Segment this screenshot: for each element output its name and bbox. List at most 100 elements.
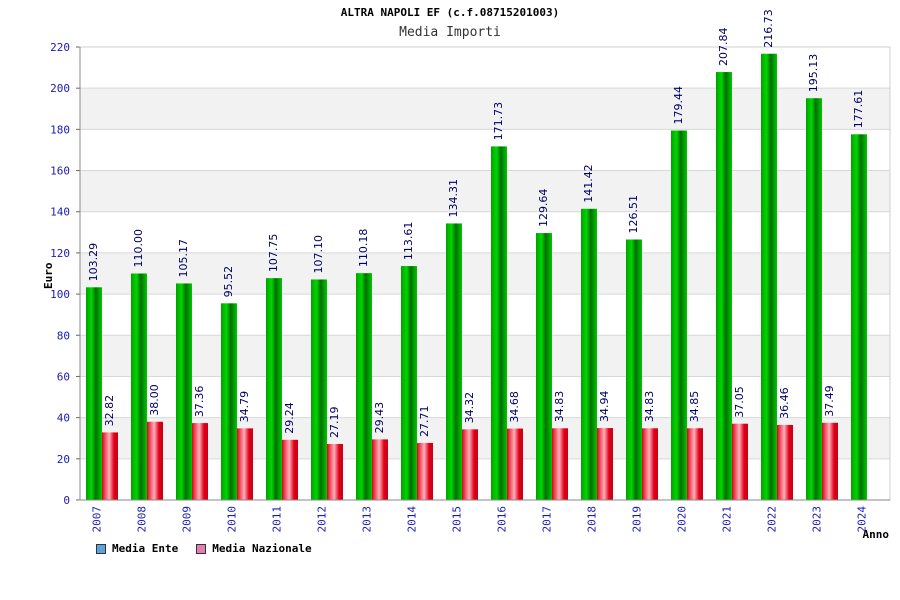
grid-band <box>80 252 890 295</box>
bar-media-ente <box>446 223 462 501</box>
bar-media-nazionale <box>732 423 748 500</box>
bar-media-nazionale <box>642 428 658 500</box>
data-label: 34.83 <box>643 391 656 423</box>
y-tick-label: 20 <box>57 453 70 466</box>
bar-media-nazionale <box>507 428 523 500</box>
x-tick-label: 2024 <box>856 506 869 533</box>
data-label: 29.24 <box>283 402 296 434</box>
data-label: 110.18 <box>357 229 370 268</box>
y-tick-label: 0 <box>63 494 70 507</box>
x-tick-label: 2009 <box>181 506 194 533</box>
data-label: 177.61 <box>852 90 865 129</box>
data-label: 113.61 <box>402 222 415 261</box>
bar-media-ente <box>266 278 282 500</box>
data-label: 27.19 <box>328 407 341 439</box>
legend: Media Ente Media Nazionale <box>96 542 312 555</box>
data-label: 37.36 <box>193 386 206 418</box>
data-label: 171.73 <box>492 102 505 141</box>
data-label: 141.42 <box>582 164 595 203</box>
x-axis-label: Anno <box>863 528 890 541</box>
data-label: 34.83 <box>553 391 566 423</box>
legend-label-media-nazionale: Media Nazionale <box>212 542 312 555</box>
legend-label-media-ente: Media Ente <box>112 542 179 555</box>
y-tick-label: 140 <box>50 206 70 219</box>
legend-item-media-nazionale: Media Nazionale <box>196 542 312 555</box>
bar-media-ente <box>806 98 822 500</box>
y-tick-label: 180 <box>50 123 70 136</box>
bar-media-ente <box>491 146 507 500</box>
x-tick-label: 2023 <box>811 506 824 533</box>
data-label: 34.32 <box>463 392 476 424</box>
bar-media-ente <box>356 273 372 500</box>
bar-media-nazionale <box>147 421 163 500</box>
y-tick-label: 160 <box>50 165 70 178</box>
data-label: 37.05 <box>733 386 746 418</box>
data-label: 37.49 <box>823 385 836 417</box>
bar-media-nazionale <box>237 428 253 500</box>
data-label: 216.73 <box>762 9 775 48</box>
bar-media-ente <box>581 208 597 501</box>
chart-title: ALTRA NAPOLI EF (c.f.08715201003) <box>340 6 560 19</box>
x-tick-label: 2017 <box>541 506 554 533</box>
grid-band <box>80 335 890 377</box>
bar-media-nazionale <box>417 442 433 500</box>
bar-media-nazionale <box>282 439 298 500</box>
data-label: 207.84 <box>717 28 730 67</box>
bar-media-ente <box>311 279 327 500</box>
grid-band <box>80 170 890 212</box>
x-tick-label: 2015 <box>451 506 464 533</box>
chart-subtitle: Media Importi <box>399 25 501 40</box>
bar-media-nazionale <box>102 432 118 500</box>
legend-item-media-ente: Media Ente <box>96 542 178 555</box>
data-label: 129.64 <box>537 189 550 228</box>
data-label: 34.68 <box>508 391 521 423</box>
bar-media-nazionale <box>597 428 613 500</box>
y-tick-label: 40 <box>57 412 70 425</box>
x-tick-label: 2014 <box>406 506 419 533</box>
bar-media-ente <box>716 72 732 500</box>
bar-media-nazionale <box>192 423 208 500</box>
y-tick-label: 100 <box>50 288 70 301</box>
bar-media-nazionale <box>327 444 343 500</box>
legend-swatch-media-ente <box>96 543 106 554</box>
bar-media-ente <box>536 233 552 500</box>
data-label: 36.46 <box>778 387 791 419</box>
bar-media-ente <box>401 266 417 500</box>
x-tick-label: 2022 <box>766 506 779 533</box>
data-label: 195.13 <box>807 54 820 93</box>
data-label: 34.94 <box>598 391 611 423</box>
x-tick-label: 2021 <box>721 506 734 533</box>
grid-band <box>80 88 890 130</box>
data-label: 110.00 <box>132 229 145 268</box>
bar-media-nazionale <box>687 428 703 500</box>
data-label: 134.31 <box>447 179 460 218</box>
bar-media-ente <box>671 130 687 500</box>
data-label: 179.44 <box>672 86 685 125</box>
bar-media-ente <box>761 53 777 501</box>
data-label: 29.43 <box>373 402 386 434</box>
x-tick-label: 2007 <box>91 506 104 533</box>
data-label: 103.29 <box>87 243 100 282</box>
bar-media-ente <box>86 287 102 500</box>
x-tick-label: 2016 <box>496 506 509 533</box>
bar-media-nazionale <box>552 428 568 500</box>
data-label: 34.79 <box>238 391 251 423</box>
bar-media-ente <box>221 303 237 500</box>
data-label: 126.51 <box>627 195 640 234</box>
bar-media-ente <box>626 239 642 501</box>
bar-media-nazionale <box>777 424 793 500</box>
x-tick-label: 2020 <box>676 506 689 533</box>
legend-swatch-media-nazionale <box>196 543 207 554</box>
data-label: 34.85 <box>688 391 701 423</box>
bar-media-nazionale <box>822 422 838 500</box>
x-tick-label: 2012 <box>316 506 329 533</box>
bar-media-ente <box>176 283 192 500</box>
data-label: 107.10 <box>312 235 325 274</box>
y-tick-label: 60 <box>57 370 70 383</box>
bar-media-nazionale <box>372 439 388 500</box>
x-tick-label: 2019 <box>631 506 644 533</box>
y-tick-label: 220 <box>50 41 70 54</box>
data-label: 38.00 <box>148 384 161 416</box>
x-tick-label: 2013 <box>361 506 374 533</box>
